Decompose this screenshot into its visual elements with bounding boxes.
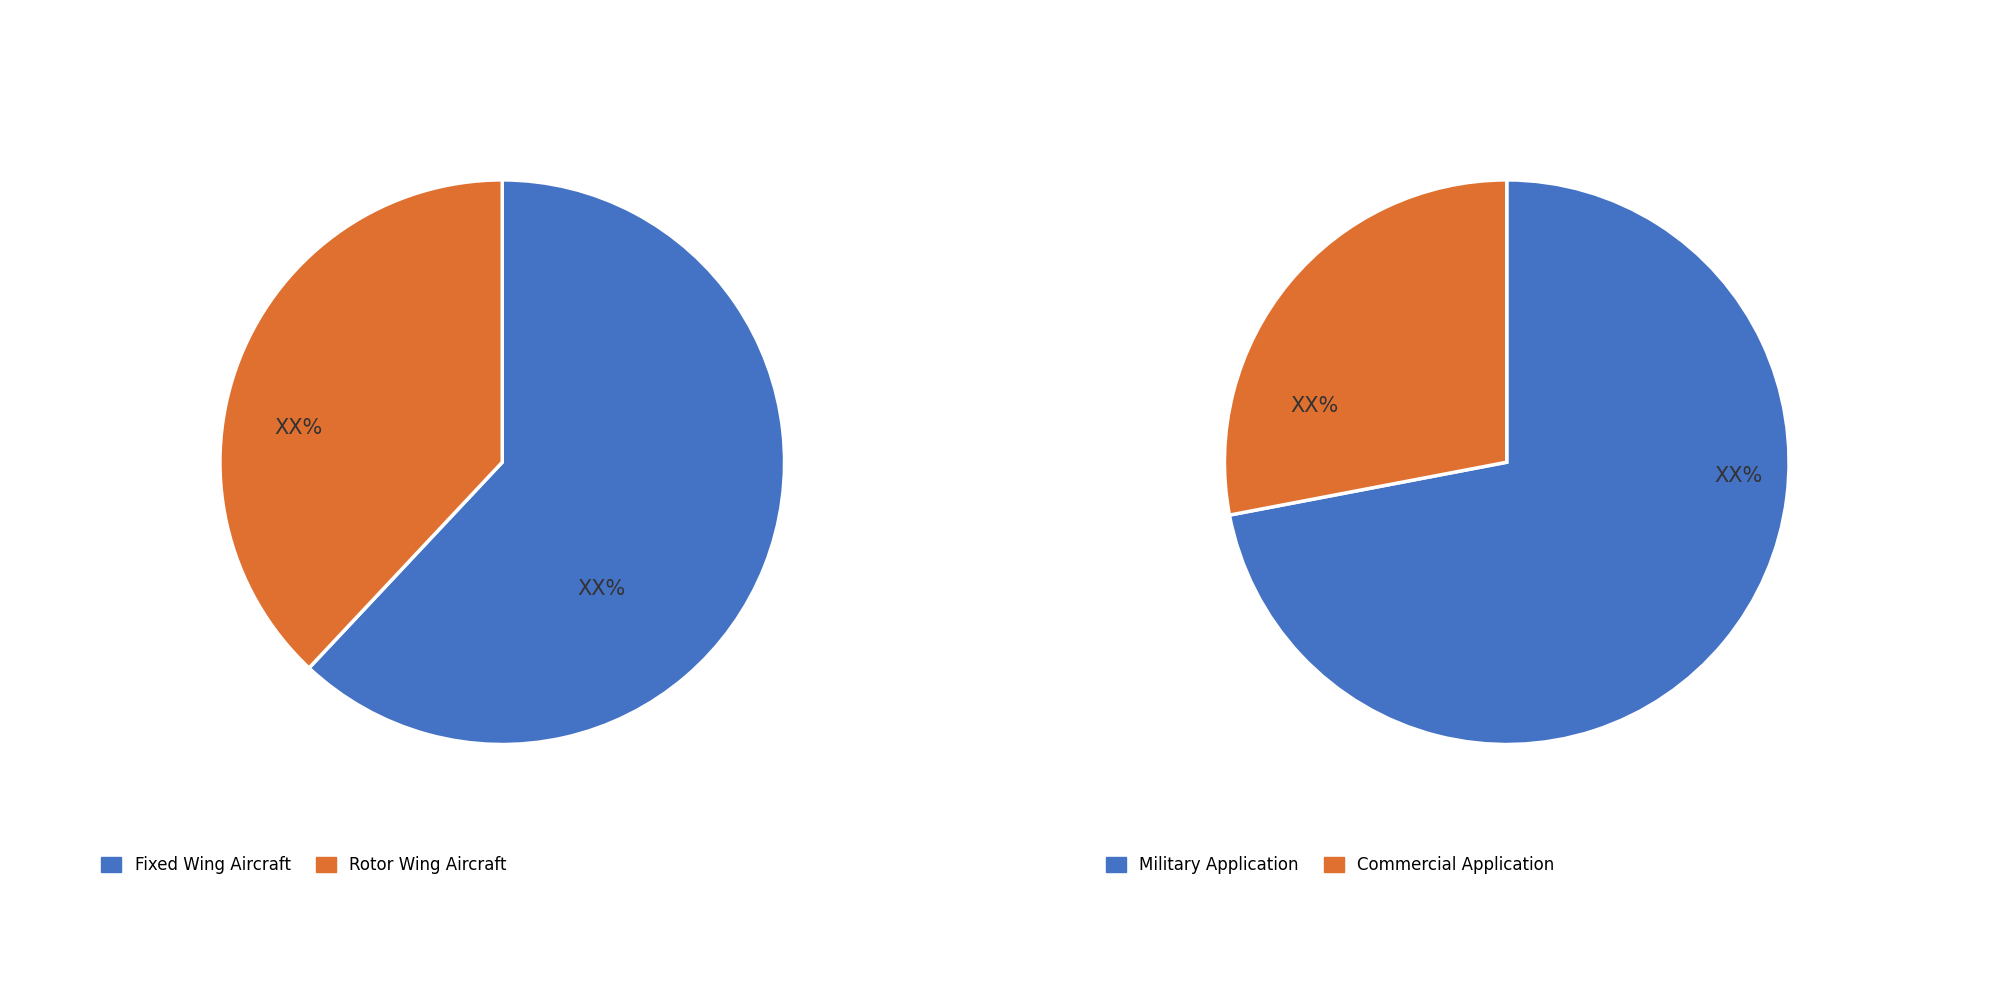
Text: Email: sales@theindustrystats.com: Email: sales@theindustrystats.com	[828, 945, 1181, 963]
Text: XX%: XX%	[577, 580, 625, 599]
Legend: Fixed Wing Aircraft, Rotor Wing Aircraft: Fixed Wing Aircraft, Rotor Wing Aircraft	[94, 849, 512, 881]
Wedge shape	[309, 180, 786, 745]
Text: Source: Theindustrystats Analysis: Source: Theindustrystats Analysis	[24, 945, 370, 963]
Text: Fig. Global Flight Control System Market Share by Product Types & Application: Fig. Global Flight Control System Market…	[26, 52, 1143, 76]
Wedge shape	[1223, 180, 1507, 515]
Text: Website: www.theindustrystats.com: Website: www.theindustrystats.com	[1617, 945, 1985, 963]
Text: XX%: XX%	[275, 418, 323, 438]
Wedge shape	[219, 180, 502, 668]
Legend: Military Application, Commercial Application: Military Application, Commercial Applica…	[1099, 849, 1561, 881]
Text: XX%: XX%	[1290, 396, 1338, 415]
Wedge shape	[1230, 180, 1790, 745]
Text: XX%: XX%	[1714, 466, 1762, 486]
